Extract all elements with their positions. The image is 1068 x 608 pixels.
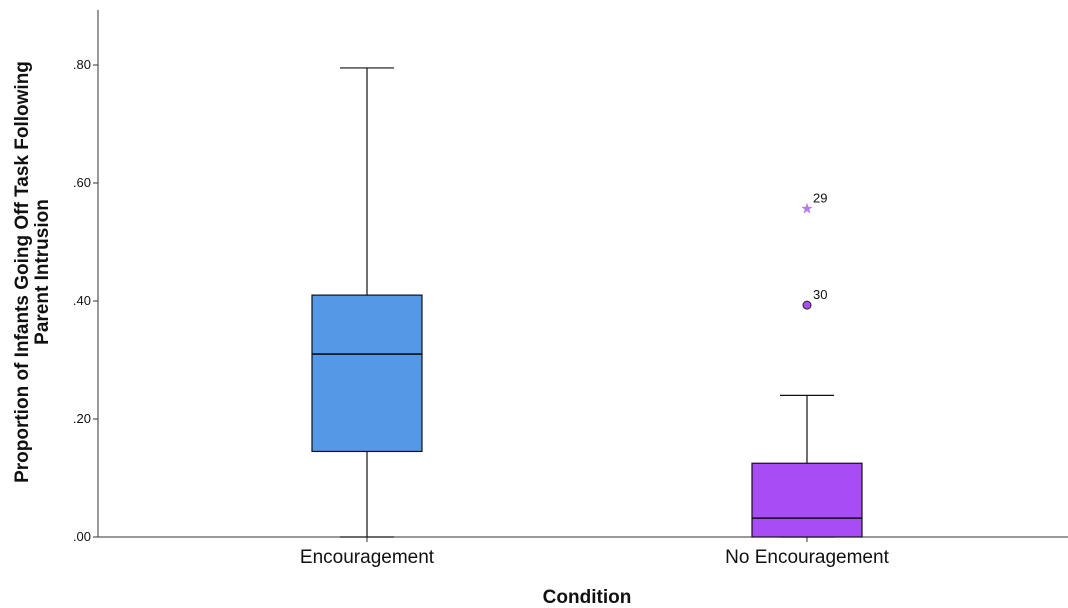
x-axis-title: Condition <box>543 587 632 608</box>
y-axis-title-line-2: Parent Intrusion <box>32 199 53 345</box>
y-tick-label: .00 <box>73 529 91 544</box>
y-tick-label: .80 <box>73 57 91 72</box>
y-tick-label: .20 <box>73 411 91 426</box>
x-category-label: No Encouragement <box>725 547 889 568</box>
outlier-label: 30 <box>813 287 827 302</box>
x-category-label: Encouragement <box>300 547 435 568</box>
y-tick-label: .40 <box>73 293 91 308</box>
box-marks: ★29 30 <box>311 67 863 538</box>
outlier-label: 29 <box>813 190 827 205</box>
y-tick-label: .60 <box>73 175 91 190</box>
outlier-star: ★ <box>800 199 813 217</box>
iqr-box <box>311 294 423 453</box>
iqr-box <box>751 462 863 538</box>
axes: .00 .20 .40 .60 .80 Encouragement No Encourage… <box>73 10 1068 568</box>
outlier-circle <box>802 300 812 310</box>
axis-labels: Condition Proportion of Infants Going Of… <box>12 61 631 608</box>
y-axis-title-line-1: Proportion of Infants Going Off Task Fol… <box>12 61 33 483</box>
